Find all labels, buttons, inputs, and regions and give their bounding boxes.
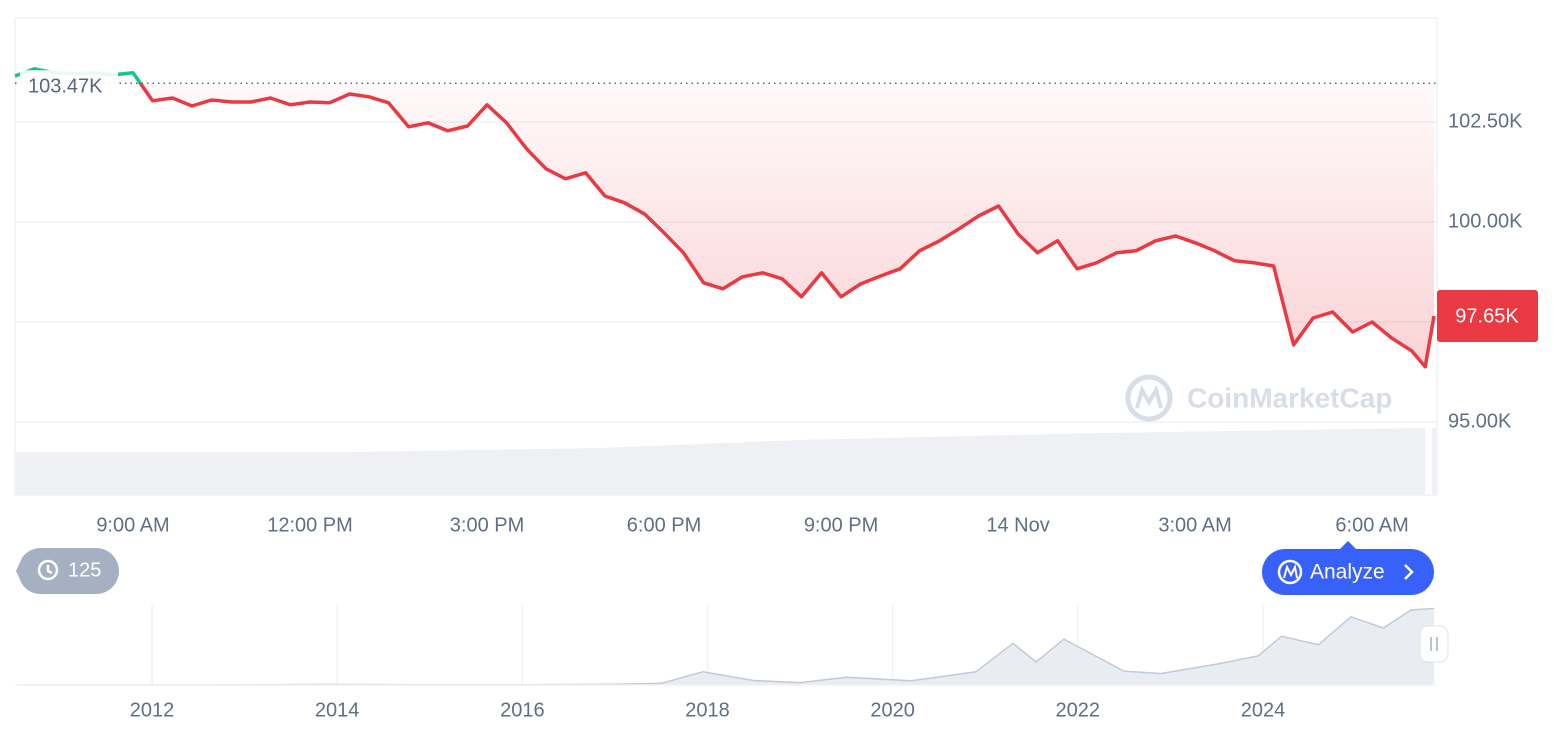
- x-tick-label: 6:00 AM: [1335, 514, 1408, 536]
- analyze-icon-m: [1283, 563, 1298, 579]
- x-tick-label: 2012: [130, 699, 175, 721]
- analyze-chevron: [1404, 564, 1414, 580]
- analyze-icon: [1277, 559, 1303, 585]
- price-line: [14, 67, 1436, 369]
- x-tick-label: 2024: [1241, 699, 1286, 721]
- history-count: 125: [68, 559, 101, 581]
- last-price-badge: [1437, 290, 1538, 342]
- x-tick-label: 2018: [685, 699, 730, 721]
- x-tick-label: 14 Nov: [986, 514, 1049, 536]
- x-tick-label: 2014: [315, 699, 360, 721]
- analyze-label: Analyze: [1310, 561, 1385, 584]
- navigator-handle[interactable]: [1419, 625, 1449, 663]
- x-tick-label: 9:00 PM: [804, 514, 878, 536]
- reference-label: 103.47K: [28, 75, 103, 97]
- x-tick-label: 12:00 PM: [267, 514, 353, 536]
- area-fill: [15, 68, 1435, 367]
- data-layer: 103.47K 97.65K: [14, 67, 1538, 686]
- x-tick-label: 2022: [1056, 699, 1101, 721]
- x-tick-label: 3:00 PM: [450, 514, 524, 536]
- x-tick-label: 2016: [500, 699, 545, 721]
- last-price-label: 97.65K: [1455, 305, 1519, 327]
- clock-hands: [46, 565, 53, 575]
- analyze-button[interactable]: Analyze: [1262, 541, 1434, 595]
- y-tick-label: 95.00K: [1448, 410, 1512, 432]
- volume-bar: [1432, 428, 1436, 495]
- analyze-bg: [1262, 549, 1434, 595]
- watermark: CoinMarketCap: [1125, 374, 1392, 422]
- watermark-logo: [1125, 374, 1173, 422]
- x-tick-label: 3:00 AM: [1158, 514, 1231, 536]
- x-tick-label: 9:00 AM: [96, 514, 169, 536]
- x-tick-label: 6:00 PM: [627, 514, 701, 536]
- x-tick-label: 2020: [870, 699, 915, 721]
- watermark-text: CoinMarketCap: [1187, 382, 1392, 413]
- history-badge-bg: [16, 548, 120, 594]
- analyze-pointer: [1340, 541, 1356, 549]
- history-badge[interactable]: 125: [16, 548, 120, 594]
- y-tick-label: 102.50K: [1448, 110, 1523, 132]
- reference-label-bg: [20, 70, 118, 97]
- clock-icon: [37, 559, 59, 581]
- volume-band: [15, 428, 1425, 495]
- navigator-area-fill: [22, 608, 1435, 685]
- watermark-logo-m: [1135, 384, 1163, 409]
- y-tick-label: 100.00K: [1448, 210, 1523, 232]
